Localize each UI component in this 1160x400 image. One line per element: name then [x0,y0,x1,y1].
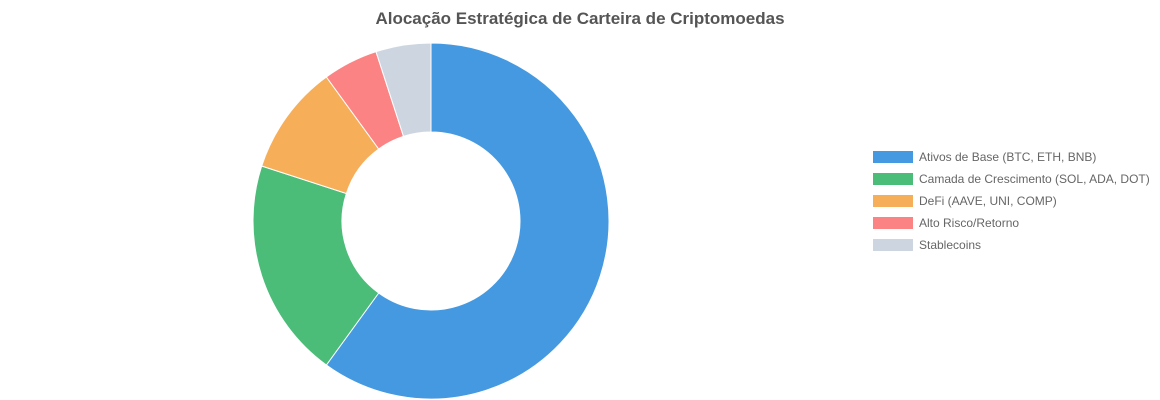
legend-swatch-1 [873,151,913,163]
legend-swatch-5 [873,239,913,251]
legend-label-1: Ativos de Base (BTC, ETH, BNB) [919,150,1097,164]
chart-title: Alocação Estratégica de Carteira de Crip… [375,9,785,28]
legend-label-3: DeFi (AAVE, UNI, COMP) [919,194,1057,208]
legend-item-3[interactable]: DeFi (AAVE, UNI, COMP) [873,190,1150,212]
legend-item-2[interactable]: Camada de Crescimento (SOL, ADA, DOT) [873,168,1150,190]
legend-item-5[interactable]: Stablecoins [873,234,1150,256]
doughnut-slice-1[interactable] [325,42,610,400]
legend-swatch-3 [873,195,913,207]
legend-label-5: Stablecoins [919,238,982,252]
legend-item-4[interactable]: Alto Risco/Retorno [873,212,1150,234]
legend-swatch-2 [873,173,913,185]
legend-label-4: Alto Risco/Retorno [919,216,1020,230]
legend-label-2: Camada de Crescimento (SOL, ADA, DOT) [919,172,1150,186]
legend-swatch-4 [873,217,913,229]
doughnut-slice-5[interactable] [375,42,432,137]
doughnut-slice-2[interactable] [252,165,380,366]
chart-legend: Ativos de Base (BTC, ETH, BNB) Camada de … [873,146,1150,256]
legend-item-1[interactable]: Ativos de Base (BTC, ETH, BNB) [873,146,1150,168]
